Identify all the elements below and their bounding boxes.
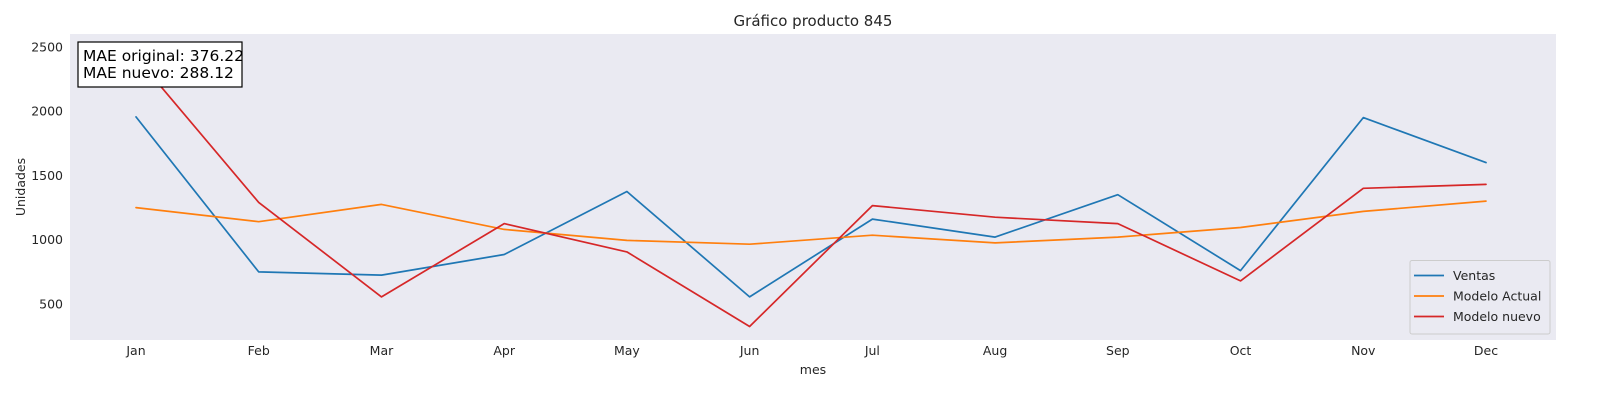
- x-tick-label: Sep: [1106, 343, 1130, 358]
- plot-area: [70, 34, 1556, 340]
- legend-label: Modelo nuevo: [1453, 309, 1541, 324]
- x-tick-label: Jan: [125, 343, 145, 358]
- x-tick-label: Mar: [370, 343, 394, 358]
- x-tick-label: Nov: [1351, 343, 1376, 358]
- y-tick-label: 2500: [31, 39, 63, 54]
- x-tick-label: Dec: [1474, 343, 1498, 358]
- x-tick-label: Apr: [493, 343, 515, 358]
- chart-title: Gráfico producto 845: [734, 12, 893, 30]
- x-axis: Jan Feb Mar Apr May Jun Jul Aug Sep Oct Nov Dec: [125, 343, 1498, 358]
- y-tick-label: 1500: [31, 168, 63, 183]
- legend-label: Ventas: [1453, 268, 1495, 283]
- series-line-ventas: [135, 116, 1487, 298]
- y-tick-label: 1000: [31, 232, 63, 247]
- mae-original-text: MAE original: 376.22: [83, 47, 244, 65]
- legend: Ventas Modelo Actual Modelo nuevo: [1409, 260, 1551, 335]
- x-axis-title: mes: [800, 362, 826, 377]
- mae-annotation-box: MAE original: 376.22 MAE nuevo: 288.12: [77, 41, 244, 88]
- series-line-modelo-actual: [135, 200, 1487, 246]
- series-line-modelo-nuevo: [135, 56, 1487, 328]
- x-tick-label: Feb: [248, 343, 270, 358]
- legend-frame: [1409, 260, 1551, 335]
- y-axis-title: Unidades: [13, 158, 28, 216]
- mae-nuevo-text: MAE nuevo: 288.12: [83, 64, 234, 82]
- y-tick-label: 2000: [31, 104, 63, 119]
- legend-label: Modelo Actual: [1453, 289, 1541, 304]
- x-tick-label: Jun: [739, 343, 760, 358]
- series-lines: [135, 56, 1487, 328]
- y-axis: 500 1000 1500 2000 2500: [31, 39, 63, 311]
- x-tick-label: May: [614, 343, 640, 358]
- y-tick-label: 500: [39, 297, 63, 312]
- x-tick-label: Oct: [1230, 343, 1252, 358]
- x-tick-label: Jul: [864, 343, 880, 358]
- x-tick-label: Aug: [983, 343, 1007, 358]
